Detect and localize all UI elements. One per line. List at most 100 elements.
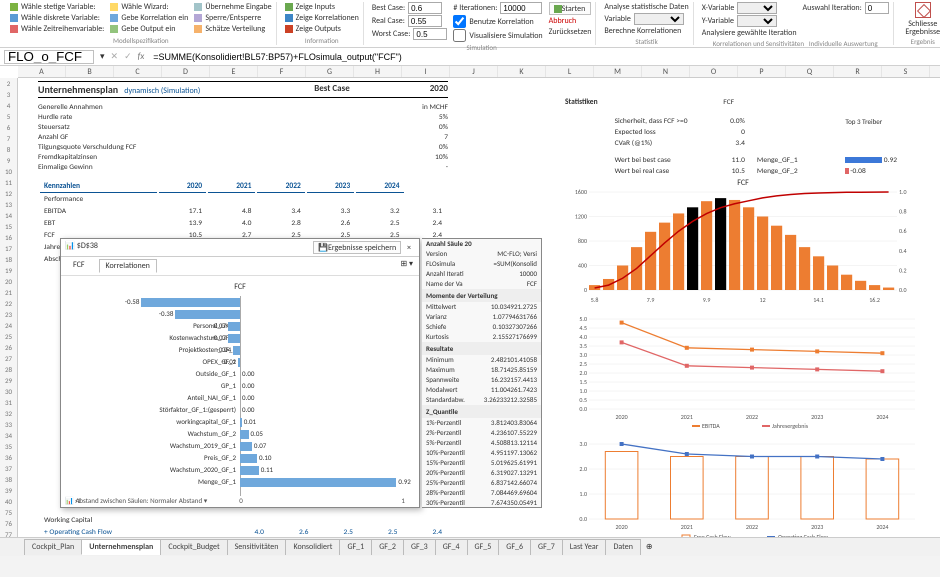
dropdown-icon[interactable]: ▾ bbox=[100, 51, 105, 62]
btn-save-results[interactable]: 💾 Ergebnisse speichern bbox=[313, 241, 401, 254]
row-header[interactable]: 76 bbox=[0, 518, 17, 529]
btn-uebernehme[interactable]: Übernehme Eingabe bbox=[194, 2, 271, 12]
sheet-tab[interactable]: Unternehmensplan bbox=[81, 539, 161, 555]
dlg-tab-fcf[interactable]: FCF bbox=[67, 259, 91, 273]
chk-visualisiere[interactable]: Visualisiere Simulation bbox=[453, 29, 542, 42]
row-header[interactable]: 16 bbox=[0, 232, 17, 243]
btn-output[interactable]: Gebe Output ein bbox=[110, 24, 188, 34]
sel-yvar[interactable] bbox=[737, 15, 777, 27]
col-header[interactable]: D bbox=[162, 66, 210, 77]
row-header[interactable]: 37 bbox=[0, 463, 17, 474]
input-auswahl-iter[interactable] bbox=[865, 2, 889, 14]
sel-xvar[interactable] bbox=[737, 2, 777, 14]
fx-label[interactable]: fx bbox=[138, 51, 145, 62]
row-header[interactable]: 7 bbox=[0, 133, 17, 144]
btn-dialog-close[interactable]: × bbox=[403, 243, 415, 253]
btn-korrelation[interactable]: Gebe Korrelation ein bbox=[110, 13, 188, 23]
row-header[interactable]: 36 bbox=[0, 452, 17, 463]
row-header[interactable]: 25 bbox=[0, 331, 17, 342]
sheet-tab[interactable]: Sensitivitäten bbox=[227, 539, 287, 555]
col-header[interactable]: B bbox=[66, 66, 114, 77]
btn-schliesse[interactable]: Schliesse Ergebnisse bbox=[902, 2, 940, 36]
btn-berechne-korr[interactable]: Berechne Korrelationen bbox=[604, 26, 688, 36]
sheet-tab[interactable]: GF_2 bbox=[371, 539, 404, 555]
row-header[interactable]: 40 bbox=[0, 496, 17, 507]
row-header[interactable]: 38 bbox=[0, 474, 17, 485]
btn-diskrete[interactable]: Wähle diskrete Variable: bbox=[10, 13, 104, 23]
row-header[interactable]: 34 bbox=[0, 430, 17, 441]
row-header[interactable]: 4 bbox=[0, 100, 17, 111]
row-header[interactable]: 10 bbox=[0, 166, 17, 177]
row-header[interactable]: 6 bbox=[0, 122, 17, 133]
row-header[interactable]: 35 bbox=[0, 441, 17, 452]
row-header[interactable]: 17 bbox=[0, 243, 17, 254]
col-header[interactable]: E bbox=[210, 66, 258, 77]
row-header[interactable]: 28 bbox=[0, 364, 17, 375]
btn-zeitreihe[interactable]: Wähle Zeitreihenvariable: bbox=[10, 24, 104, 34]
col-header[interactable]: H bbox=[354, 66, 402, 77]
col-header[interactable]: G bbox=[306, 66, 354, 77]
row-header[interactable]: 75 bbox=[0, 507, 17, 518]
row-header[interactable]: 3 bbox=[0, 89, 17, 100]
sheet-tab[interactable]: Cockpit_Budget bbox=[160, 539, 227, 555]
sheet-tab[interactable]: Last Year bbox=[562, 539, 607, 555]
sheet-tab[interactable]: GF_3 bbox=[403, 539, 436, 555]
col-header[interactable]: L bbox=[546, 66, 594, 77]
row-header[interactable]: 13 bbox=[0, 199, 17, 210]
formula-input[interactable] bbox=[150, 50, 936, 64]
row-header[interactable]: 5 bbox=[0, 111, 17, 122]
row-header[interactable]: 21 bbox=[0, 287, 17, 298]
row-header[interactable]: 27 bbox=[0, 353, 17, 364]
btn-sperre[interactable]: Sperre/Entsperre bbox=[194, 13, 271, 23]
btn-stetige[interactable]: Wähle stetige Variable: bbox=[10, 2, 104, 12]
grid-toggle-icon[interactable]: ⊞ ▾ bbox=[400, 259, 413, 273]
col-header[interactable]: N bbox=[642, 66, 690, 77]
row-header[interactable]: 2 bbox=[0, 78, 17, 89]
row-header[interactable]: 18 bbox=[0, 254, 17, 265]
sheet-tab[interactable]: Cockpit_Plan bbox=[24, 539, 82, 555]
col-header[interactable]: C bbox=[114, 66, 162, 77]
col-header[interactable]: A bbox=[18, 66, 66, 77]
col-header[interactable]: K bbox=[498, 66, 546, 77]
row-header[interactable]: 26 bbox=[0, 342, 17, 353]
btn-starten[interactable]: Starten bbox=[549, 2, 592, 15]
add-sheet-button[interactable]: ⊕ bbox=[646, 542, 653, 552]
row-header[interactable]: 14 bbox=[0, 210, 17, 221]
btn-zeige-inputs[interactable]: Zeige Inputs bbox=[285, 2, 359, 12]
btn-wizard[interactable]: Wähle Wizard: bbox=[110, 2, 188, 12]
col-header[interactable]: R bbox=[834, 66, 882, 77]
btn-analyse-iter[interactable]: Analysiere gewählte Iteration bbox=[702, 28, 797, 38]
col-header[interactable]: I bbox=[402, 66, 450, 77]
btn-abbruch[interactable]: Abbruch bbox=[549, 16, 592, 26]
col-header[interactable]: P bbox=[738, 66, 786, 77]
row-header[interactable]: 20 bbox=[0, 276, 17, 287]
row-header[interactable]: 11 bbox=[0, 177, 17, 188]
row-header[interactable]: 29 bbox=[0, 375, 17, 386]
col-header[interactable]: F bbox=[258, 66, 306, 77]
dlg-tab-korr[interactable]: Korrelationen bbox=[99, 259, 157, 273]
row-header[interactable]: 33 bbox=[0, 419, 17, 430]
btn-schaetze[interactable]: Schätze Verteilung bbox=[194, 24, 271, 34]
sheet-tab[interactable]: GF_6 bbox=[498, 539, 531, 555]
col-header[interactable]: S bbox=[882, 66, 930, 77]
sheet-tab[interactable]: GF_7 bbox=[530, 539, 563, 555]
row-header[interactable]: 23 bbox=[0, 309, 17, 320]
col-header[interactable]: J bbox=[450, 66, 498, 77]
row-header[interactable]: 24 bbox=[0, 320, 17, 331]
input-iterations[interactable] bbox=[500, 2, 542, 14]
sheet-tab[interactable]: GF_4 bbox=[435, 539, 468, 555]
row-header[interactable]: 12 bbox=[0, 188, 17, 199]
row-header[interactable]: 31 bbox=[0, 397, 17, 408]
col-header[interactable]: Q bbox=[786, 66, 834, 77]
row-header[interactable]: 9 bbox=[0, 155, 17, 166]
sheet-tab[interactable]: GF_1 bbox=[339, 539, 372, 555]
input-bestcase[interactable] bbox=[408, 2, 442, 14]
sheet-tab[interactable]: GF_5 bbox=[467, 539, 500, 555]
row-header[interactable]: 15 bbox=[0, 221, 17, 232]
row-header[interactable]: 39 bbox=[0, 485, 17, 496]
bar-spacing-icon[interactable]: 📊 bbox=[65, 496, 74, 505]
btn-reset[interactable]: Zurücksetzen bbox=[549, 27, 592, 37]
row-header[interactable]: 22 bbox=[0, 298, 17, 309]
col-header[interactable]: M bbox=[594, 66, 642, 77]
sheet-canvas[interactable]: Unternehmensplan dynamisch (Simulation) … bbox=[18, 78, 940, 556]
